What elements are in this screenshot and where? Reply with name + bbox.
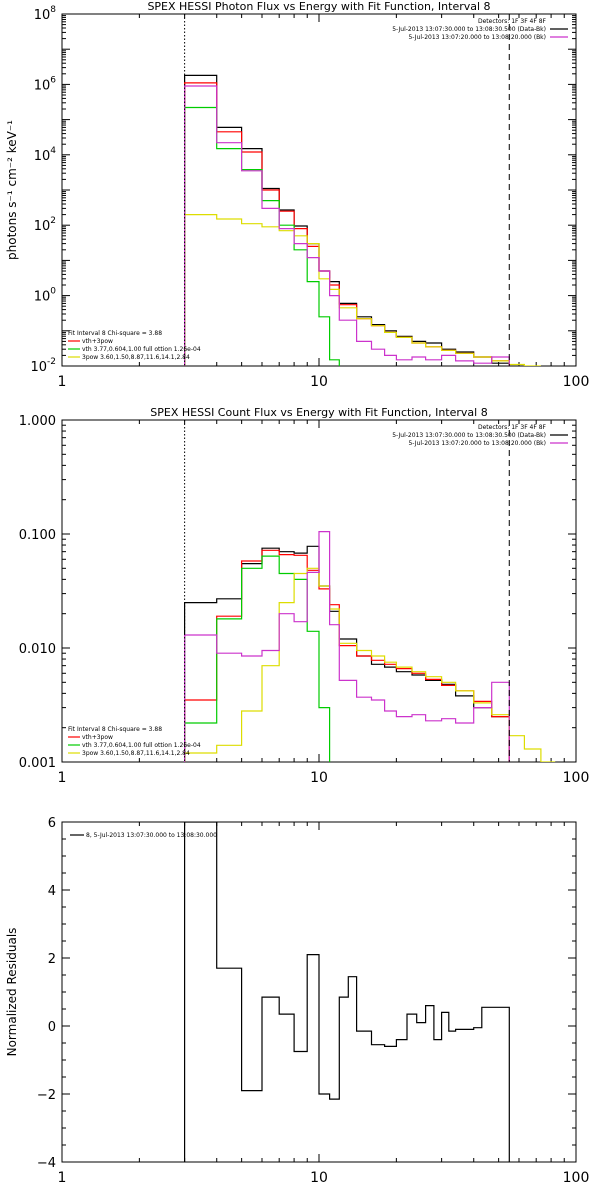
x-axis: 1 10 100: [58, 420, 590, 786]
legend: Detectors: 1F 3F 4F 8F5-Jul-2013 13:07:3…: [68, 18, 568, 361]
y-tick-label: −4: [37, 1156, 56, 1171]
x-tick-label: 10: [310, 374, 328, 390]
legend-entry: vth+3pow: [82, 338, 113, 345]
y-tick-label: 0.001: [19, 756, 56, 771]
x-tick-label: 1: [58, 374, 67, 390]
legend-entry: vth 3.77,0.604,1.00 full ottion 1.26e-04: [82, 346, 201, 353]
series-line-2: [184, 82, 510, 366]
series-line-1: [184, 545, 510, 762]
series-group: [184, 822, 510, 1162]
y-tick-label: 2: [48, 952, 56, 967]
series-line-3: [184, 106, 340, 366]
legend-entry: Fit Interval 8 Chi-square = 3.88: [68, 726, 162, 733]
legend: Detectors: 1F 3F 4F 8F5-Jul-2013 13:07:3…: [68, 424, 568, 757]
y-axis-label: photons s⁻¹ cm⁻² keV⁻¹: [5, 120, 19, 260]
x-tick-label: 10: [310, 1170, 328, 1186]
y-tick-label: −2: [37, 1088, 56, 1103]
series-line-1: [184, 822, 510, 1162]
y-tick-label: 104: [34, 146, 57, 164]
legend-entry: vth 3.77,0.604,1.00 full ottion 1.26e-04: [82, 742, 201, 749]
legend-entry: 8, 5-Jul-2013 13:07:30.000 to 13:08:30.0…: [86, 832, 217, 839]
x-tick-label: 1: [58, 770, 67, 786]
series-group: [184, 531, 556, 762]
legend-entry: Detectors: 1F 3F 4F 8F: [478, 18, 547, 25]
x-axis: 1 10 100: [58, 14, 590, 390]
legend-entry: 5-Jul-2013 13:07:20.000 to 13:08:20.000 …: [408, 440, 546, 447]
x-tick-label: 100: [563, 374, 590, 390]
y-axis: −4 −2 0 2 4 6: [37, 816, 576, 1171]
legend-entry: vth+3pow: [82, 734, 113, 741]
series-line-5: [184, 531, 510, 762]
series-line-5: [184, 85, 510, 366]
y-tick-label: 106: [34, 75, 57, 93]
series-line-1: [184, 74, 510, 366]
series-line-4: [184, 214, 541, 366]
series-line-2: [184, 549, 510, 762]
chart-panel-3: Normalized Residuals 1 10 100 −4 −2 0 2 4 6 8, 5-J…: [5, 816, 589, 1186]
y-tick-label: 0: [48, 1020, 56, 1035]
y-axis: 10-2 100 102 104 106 108: [30, 5, 576, 375]
x-tick-label: 100: [563, 770, 590, 786]
y-tick-label: 0.010: [19, 642, 56, 657]
series-group: [184, 74, 541, 366]
legend-entry: 5-Jul-2013 13:07:30.000 to 13:08:30.500 …: [392, 26, 546, 33]
y-tick-label: 108: [34, 5, 57, 23]
y-tick-label: 1.000: [19, 414, 56, 429]
y-axis-label: Normalized Residuals: [5, 928, 19, 1057]
y-tick-label: 6: [48, 816, 56, 831]
legend-entry: 3pow 3.60,1.50,8.87,11.6,14.1,2.84: [82, 750, 190, 757]
series-line-3: [184, 555, 331, 762]
y-tick-label: 102: [34, 216, 56, 234]
y-tick-label: 0.100: [19, 528, 56, 543]
legend-entry: 5-Jul-2013 13:07:20.000 to 13:08:20.000 …: [408, 34, 546, 41]
x-tick-label: 1: [58, 1170, 67, 1186]
plot-frame: [61, 419, 577, 763]
x-tick-label: 100: [563, 1170, 590, 1186]
y-tick-label: 4: [48, 884, 56, 899]
y-tick-label: 10-2: [30, 357, 56, 375]
legend-entry: 3pow 3.60,1.50,8.87,11.6,14.1,2.84: [82, 354, 190, 361]
y-tick-label: 100: [34, 287, 57, 305]
series-line-4: [184, 567, 556, 762]
chart-title: SPEX HESSI Photon Flux vs Energy with Fi…: [147, 0, 490, 13]
legend-entry: Fit Interval 8 Chi-square = 3.88: [68, 330, 162, 337]
chart-panel-2: SPEX HESSI Count Flux vs Energy with Fit…: [19, 406, 590, 786]
legend: 8, 5-Jul-2013 13:07:30.000 to 13:08:30.0…: [70, 832, 217, 839]
chart-panel-1: SPEX HESSI Photon Flux vs Energy with Fi…: [5, 0, 589, 390]
y-axis: 0.001 0.010 0.100 1.000: [19, 414, 576, 771]
legend-entry: 5-Jul-2013 13:07:30.000 to 13:08:30.500 …: [392, 432, 546, 439]
x-tick-label: 10: [310, 770, 328, 786]
legend-entry: Detectors: 1F 3F 4F 8F: [478, 424, 547, 431]
chart-title: SPEX HESSI Count Flux vs Energy with Fit…: [150, 406, 487, 419]
